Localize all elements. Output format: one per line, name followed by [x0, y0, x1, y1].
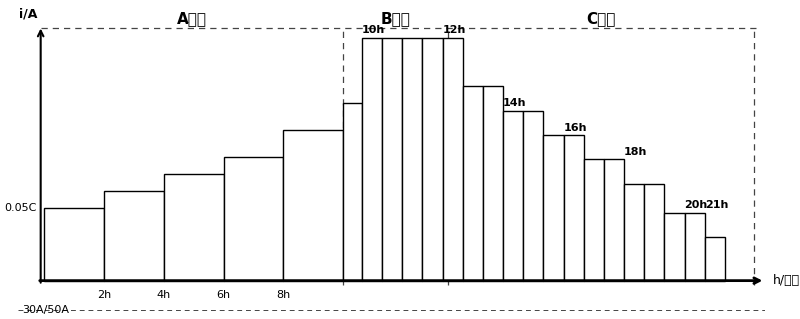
Text: h/小时: h/小时: [773, 274, 800, 287]
Bar: [362, 38, 382, 281]
Text: 16h: 16h: [563, 122, 587, 132]
Bar: [624, 183, 644, 281]
Bar: [543, 135, 563, 281]
Bar: [402, 38, 422, 281]
Text: i/A: i/A: [18, 8, 37, 21]
Bar: [283, 130, 343, 281]
Text: 30A/50A: 30A/50A: [22, 305, 69, 315]
Bar: [523, 111, 543, 281]
Bar: [164, 174, 224, 281]
Text: A阶段: A阶段: [177, 11, 207, 26]
Bar: [442, 38, 462, 281]
Text: C阶段: C阶段: [586, 11, 616, 26]
Text: 14h: 14h: [503, 98, 526, 108]
Bar: [665, 213, 685, 281]
Text: 2h: 2h: [97, 290, 111, 300]
Bar: [382, 38, 402, 281]
Text: 18h: 18h: [624, 147, 647, 157]
Bar: [462, 86, 483, 281]
Bar: [104, 191, 164, 281]
Bar: [503, 111, 523, 281]
Text: 4h: 4h: [157, 290, 171, 300]
Bar: [563, 135, 584, 281]
Bar: [604, 159, 624, 281]
Bar: [685, 213, 705, 281]
Bar: [422, 38, 442, 281]
Text: 6h: 6h: [217, 290, 230, 300]
Bar: [584, 159, 604, 281]
Bar: [224, 157, 283, 281]
Text: 20h: 20h: [685, 200, 708, 210]
Text: 10h: 10h: [362, 26, 385, 35]
Text: 0.05C: 0.05C: [5, 203, 37, 213]
Bar: [45, 208, 104, 281]
Bar: [705, 237, 725, 281]
Text: 12h: 12h: [442, 26, 466, 35]
Bar: [483, 86, 503, 281]
Text: 8h: 8h: [276, 290, 290, 300]
Text: B阶段: B阶段: [381, 11, 410, 26]
Bar: [343, 103, 362, 281]
Bar: [644, 183, 665, 281]
Text: 21h: 21h: [705, 200, 728, 210]
